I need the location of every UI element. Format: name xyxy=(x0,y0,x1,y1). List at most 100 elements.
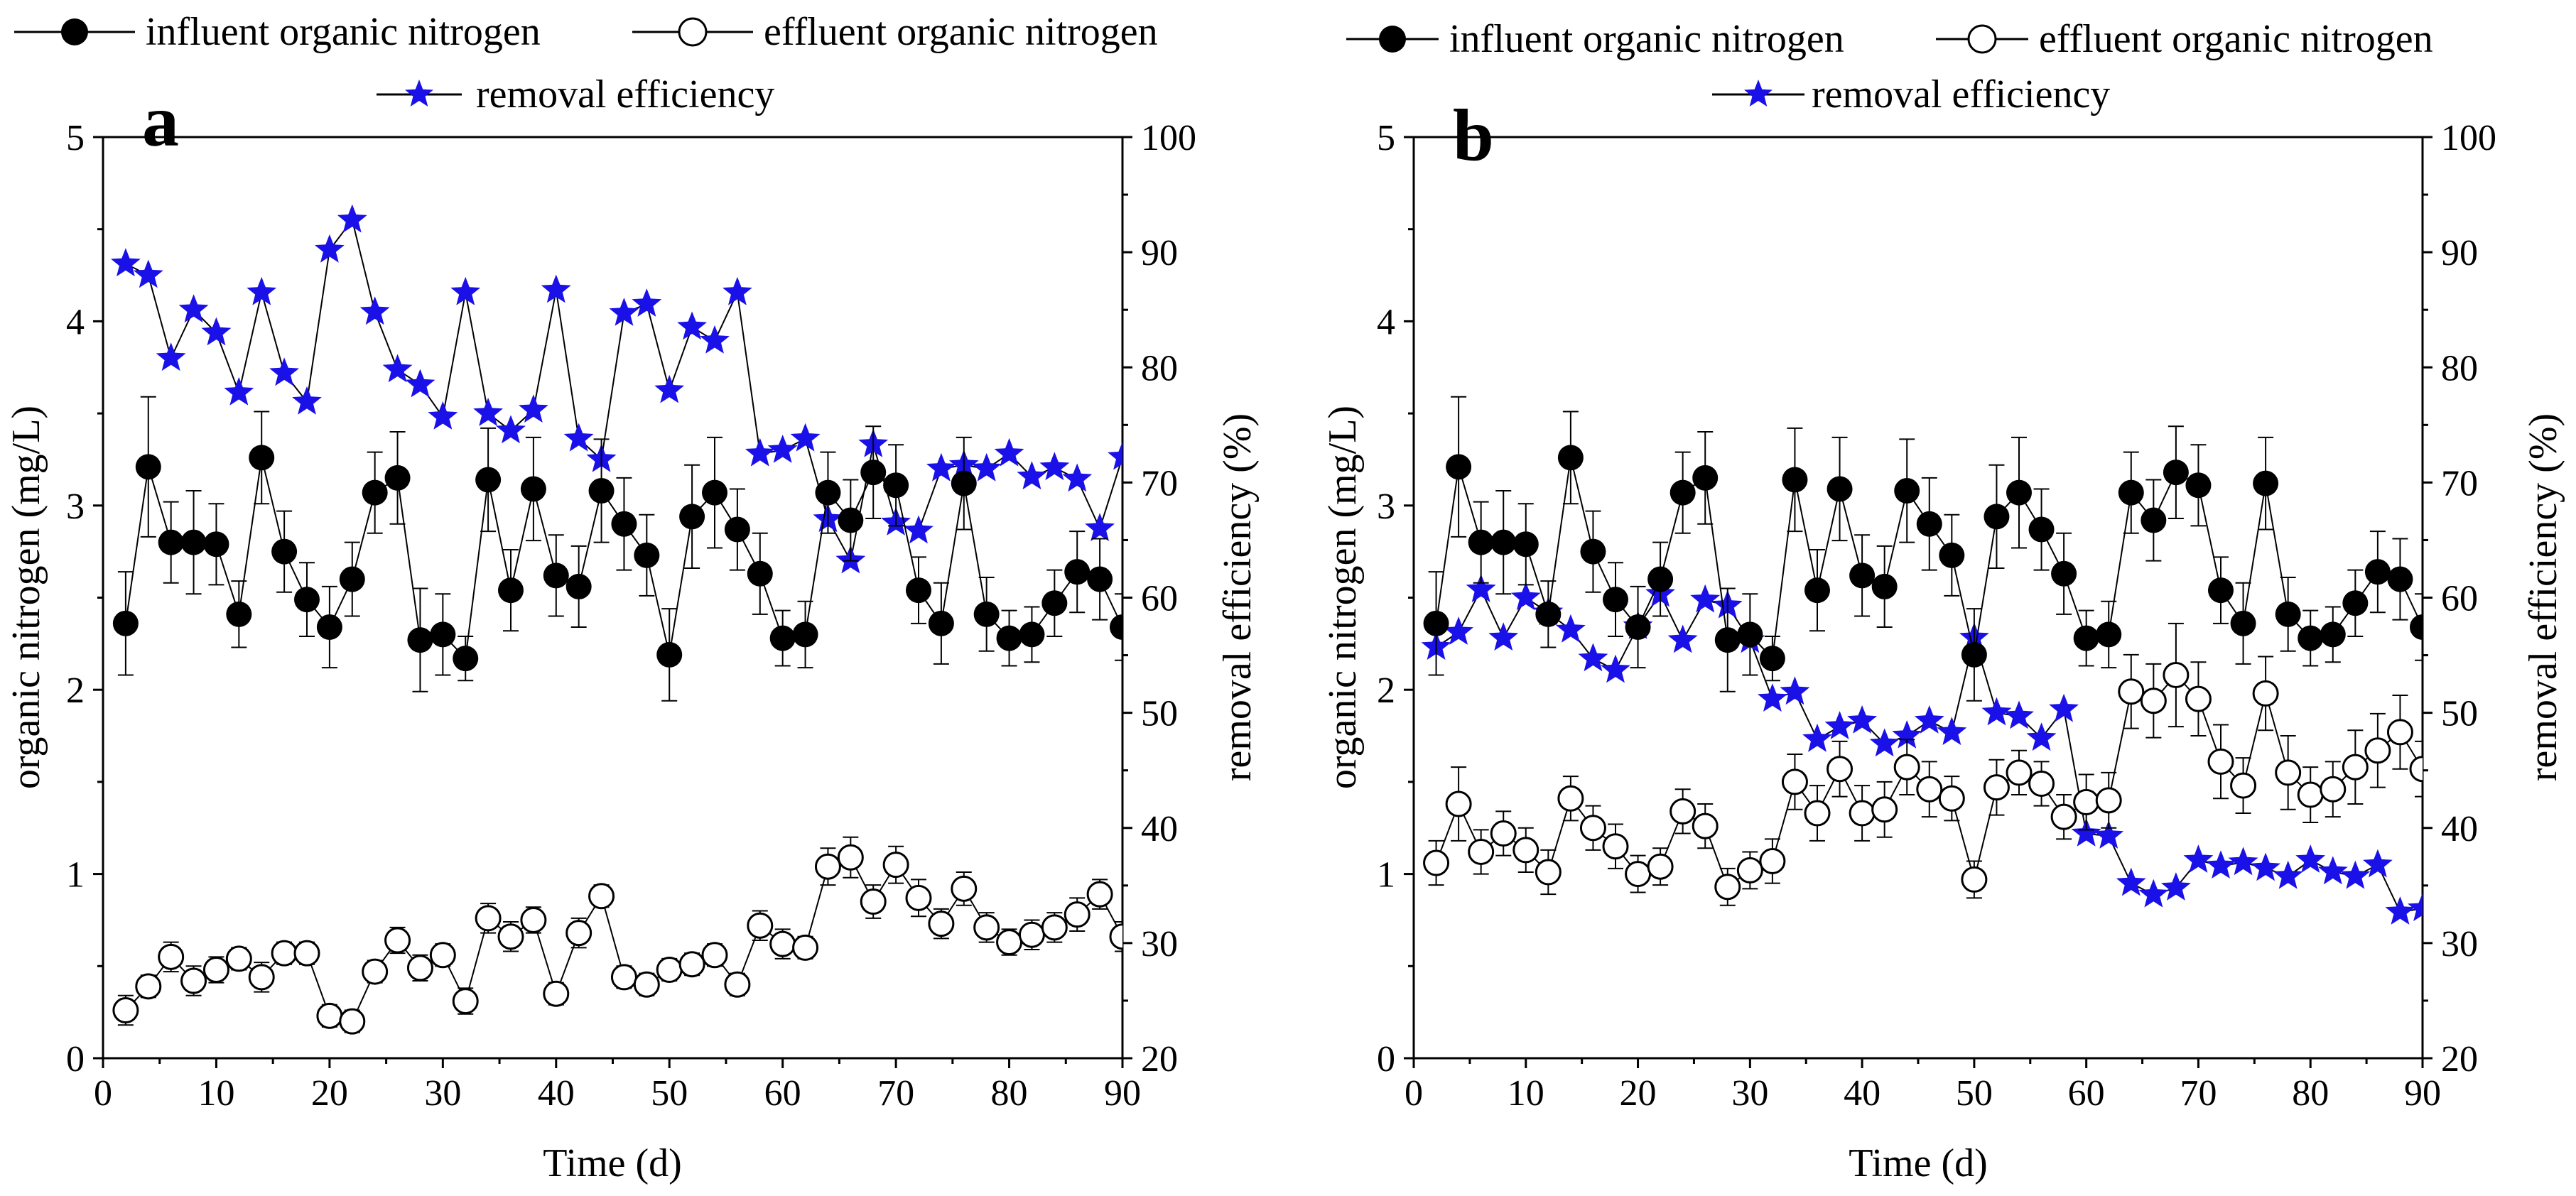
effluent-point xyxy=(158,943,185,970)
influent-point xyxy=(1804,577,1830,604)
removal-point xyxy=(994,437,1024,467)
y-tick-label: 4 xyxy=(66,302,85,342)
removal-point xyxy=(201,317,232,346)
y2-tick-label: 50 xyxy=(2441,694,2478,734)
influent-point xyxy=(2096,621,2122,648)
effluent-point xyxy=(747,912,774,939)
y-axis-right: 20 30 40 50 60 70 80 90 100 xyxy=(2423,118,2496,1080)
x-tick-label: 40 xyxy=(1844,1073,1880,1114)
removal-point xyxy=(1869,728,1900,757)
legend-label-influent: influent organic nitrogen xyxy=(146,10,541,54)
effluent-point xyxy=(1938,785,1965,812)
removal-point xyxy=(1510,582,1541,611)
x-tick-label: 20 xyxy=(311,1073,348,1114)
y2-tick-label: 100 xyxy=(1141,118,1196,158)
removal-point xyxy=(269,357,299,386)
y2-tick-label: 60 xyxy=(2441,579,2478,619)
influent-point xyxy=(362,479,388,506)
panel-b: influent organic nitrogen effluent organ… xyxy=(1321,17,2565,1185)
effluent-point xyxy=(1692,812,1719,839)
influent-point xyxy=(2298,625,2324,651)
effluent-point xyxy=(384,927,411,954)
influent-point xyxy=(407,627,433,653)
removal-point xyxy=(450,276,481,305)
y-tick-label: 0 xyxy=(66,1039,85,1080)
removal-point xyxy=(904,515,933,544)
influent-point xyxy=(2342,590,2369,616)
x-tick-label: 30 xyxy=(1731,1073,1768,1114)
removal-point xyxy=(292,386,322,415)
effluent-point xyxy=(1423,849,1450,876)
influent-point xyxy=(769,625,796,651)
effluent-point xyxy=(293,940,320,967)
legend-marker-removal xyxy=(1744,80,1773,107)
influent-point xyxy=(1535,601,1562,627)
influent-point xyxy=(158,529,184,555)
influent-point xyxy=(1580,538,1606,565)
effluent-point xyxy=(996,929,1023,956)
removal-point xyxy=(2161,872,2191,901)
x-tick-label: 90 xyxy=(2404,1073,2441,1114)
legend: influent organic nitrogen effluent organ… xyxy=(14,10,1158,116)
effluent-point xyxy=(2006,759,2033,786)
legend-label-influent: influent organic nitrogen xyxy=(1449,17,1844,61)
removal-point xyxy=(2228,847,2258,876)
influent-point xyxy=(1737,621,1763,648)
y2-tick-label: 80 xyxy=(1141,348,1178,388)
y2-tick-label: 20 xyxy=(1141,1039,1178,1080)
removal-point xyxy=(2004,700,2034,729)
removal-point xyxy=(1108,441,1122,470)
effluent-point xyxy=(1445,790,1472,817)
effluent-point xyxy=(860,888,887,915)
series-effluent xyxy=(112,836,1122,1035)
influent-point xyxy=(1647,566,1674,592)
influent-point xyxy=(249,445,275,471)
removal-point xyxy=(609,298,639,326)
x-tick-label: 60 xyxy=(2068,1073,2105,1114)
removal-point xyxy=(247,276,277,305)
y-axis-left: 0 1 2 3 4 5 xyxy=(1377,118,1414,1080)
y2-tick-label: 100 xyxy=(2441,118,2496,158)
y-axis-title: organic nitrogen (mg/L) xyxy=(1321,406,1365,789)
y2-tick-label: 80 xyxy=(2441,348,2478,388)
effluent-point xyxy=(2252,680,2279,707)
effluent-point xyxy=(271,940,298,967)
removal-point xyxy=(1824,711,1855,739)
removal-point xyxy=(2138,879,2169,908)
influent-point xyxy=(611,511,637,537)
y-tick-label: 5 xyxy=(1377,118,1395,158)
effluent-point xyxy=(1647,853,1674,880)
effluent-point xyxy=(406,955,433,982)
effluent-point xyxy=(973,914,1000,941)
influent-point xyxy=(951,470,977,496)
removal-point xyxy=(2408,893,2423,921)
y2-tick-label: 90 xyxy=(2441,233,2478,273)
removal-point xyxy=(563,423,594,452)
x-tick-label: 10 xyxy=(1508,1073,1544,1114)
effluent-point xyxy=(678,951,705,978)
panel-label: a xyxy=(142,80,179,162)
influent-point xyxy=(1961,641,1987,668)
y2-tick-label: 70 xyxy=(2441,463,2478,504)
effluent-point xyxy=(610,964,637,991)
removal-point xyxy=(700,325,730,354)
y-axis-left: 0 1 2 3 4 5 xyxy=(66,118,103,1080)
influent-point xyxy=(2051,560,2077,587)
influent-point xyxy=(1871,573,1898,599)
influent-point xyxy=(1423,610,1449,636)
effluent-point xyxy=(452,988,479,1015)
effluent-point xyxy=(1490,820,1517,847)
effluent-point xyxy=(1109,923,1122,950)
effluent-point xyxy=(475,905,502,932)
effluent-point xyxy=(135,973,162,1000)
legend-label-removal: removal efficiency xyxy=(1812,72,2110,116)
series-layer xyxy=(1421,396,2423,925)
removal-point xyxy=(156,342,186,371)
y-axis-title: organic nitrogen (mg/L) xyxy=(4,406,48,789)
influent-point xyxy=(475,467,502,493)
removal-point xyxy=(2206,850,2236,879)
influent-point xyxy=(1087,566,1113,592)
influent-point xyxy=(702,479,727,506)
influent-point xyxy=(996,625,1022,651)
effluent-point xyxy=(1669,798,1696,825)
